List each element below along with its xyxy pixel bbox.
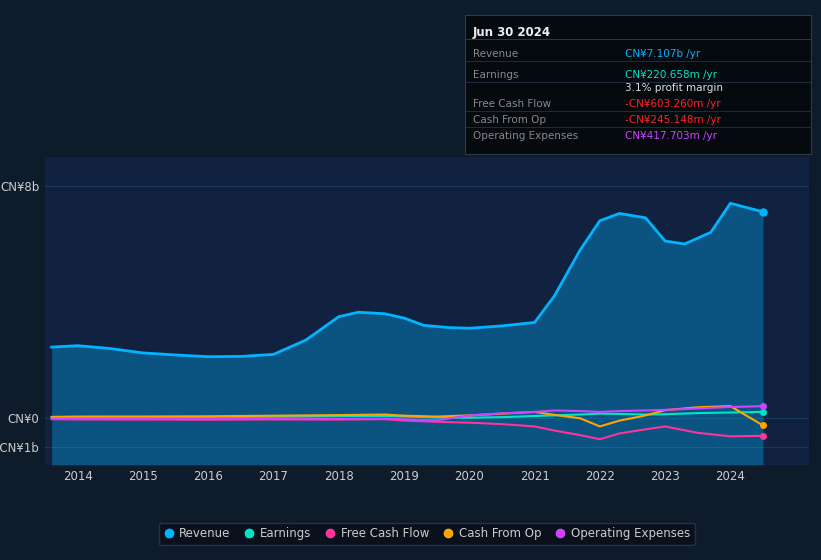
Text: -CN¥245.148m /yr: -CN¥245.148m /yr (625, 115, 721, 125)
Legend: Revenue, Earnings, Free Cash Flow, Cash From Op, Operating Expenses: Revenue, Earnings, Free Cash Flow, Cash … (159, 522, 695, 545)
Text: -CN¥603.260m /yr: -CN¥603.260m /yr (625, 99, 720, 109)
Text: Jun 30 2024: Jun 30 2024 (473, 26, 551, 39)
Text: Revenue: Revenue (473, 49, 518, 59)
Text: Cash From Op: Cash From Op (473, 115, 546, 125)
Text: CN¥220.658m /yr: CN¥220.658m /yr (625, 70, 717, 80)
Text: CN¥417.703m /yr: CN¥417.703m /yr (625, 130, 717, 141)
Text: Operating Expenses: Operating Expenses (473, 130, 578, 141)
Text: 3.1% profit margin: 3.1% profit margin (625, 83, 722, 93)
Text: Free Cash Flow: Free Cash Flow (473, 99, 551, 109)
Text: CN¥7.107b /yr: CN¥7.107b /yr (625, 49, 700, 59)
Text: Earnings: Earnings (473, 70, 518, 80)
